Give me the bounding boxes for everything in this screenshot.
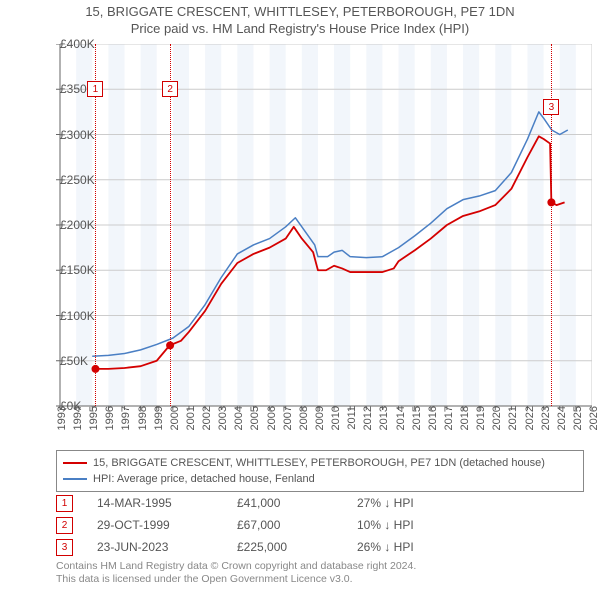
marker-date: 29-OCT-1999	[97, 518, 237, 532]
annotation-number-box: 2	[162, 81, 178, 97]
x-tick-label: 1995	[84, 406, 100, 430]
marker-price: £41,000	[237, 496, 357, 510]
x-tick-label: 2022	[520, 406, 536, 430]
legend-box: 15, BRIGGATE CRESCENT, WHITTLESEY, PETER…	[56, 450, 584, 492]
y-tick-label: £350K	[60, 82, 64, 96]
x-tick-label: 2026	[584, 406, 600, 430]
legend-label-2: HPI: Average price, detached house, Fenl…	[93, 471, 315, 487]
legend-label-1: 15, BRIGGATE CRESCENT, WHITTLESEY, PETER…	[93, 455, 545, 471]
x-tick-label: 2019	[471, 406, 487, 430]
y-tick-label: £150K	[60, 263, 64, 277]
title-line-1: 15, BRIGGATE CRESCENT, WHITTLESEY, PETER…	[0, 4, 600, 19]
y-tick-label: £100K	[60, 309, 64, 323]
x-tick-label: 2023	[536, 406, 552, 430]
y-tick-label: £400K	[60, 37, 64, 51]
x-tick-label: 1998	[133, 406, 149, 430]
marker-date: 14-MAR-1995	[97, 496, 237, 510]
legend-row-1: 15, BRIGGATE CRESCENT, WHITTLESEY, PETER…	[63, 455, 577, 471]
title-line-2: Price paid vs. HM Land Registry's House …	[0, 21, 600, 36]
plot-area: 123£0K£50K£100K£150K£200K£250K£300K£350K…	[8, 44, 592, 444]
annotation-vline	[551, 44, 552, 406]
x-tick-label: 1997	[116, 406, 132, 430]
x-tick-label: 2007	[278, 406, 294, 430]
y-tick-label: £300K	[60, 128, 64, 142]
annotation-number-box: 1	[87, 81, 103, 97]
x-tick-label: 2005	[245, 406, 261, 430]
x-tick-label: 2011	[342, 406, 358, 430]
marker-price: £67,000	[237, 518, 357, 532]
x-tick-label: 2006	[262, 406, 278, 430]
legend-swatch-1	[63, 462, 87, 464]
x-tick-label: 2004	[229, 406, 245, 430]
marker-pct: 10% ↓ HPI	[357, 518, 414, 532]
marker-table: 1 14-MAR-1995£41,00027% ↓ HPI 2 29-OCT-1999…	[56, 492, 414, 558]
x-tick-label: 2018	[455, 406, 471, 430]
footer-text: Contains HM Land Registry data © Crown c…	[56, 560, 416, 586]
marker-pct: 26% ↓ HPI	[357, 540, 414, 554]
chart-titles: 15, BRIGGATE CRESCENT, WHITTLESEY, PETER…	[0, 4, 600, 36]
x-tick-label: 2002	[197, 406, 213, 430]
marker-number-box: 2	[56, 517, 73, 534]
x-tick-label: 2020	[487, 406, 503, 430]
x-tick-label: 2024	[552, 406, 568, 430]
x-tick-label: 1999	[149, 406, 165, 430]
series-price_paid	[95, 136, 564, 369]
legend-row-2: HPI: Average price, detached house, Fenl…	[63, 471, 577, 487]
y-tick-label: £50K	[60, 354, 64, 368]
marker-table-row: 1 14-MAR-1995£41,00027% ↓ HPI	[56, 492, 414, 514]
x-tick-label: 2015	[407, 406, 423, 430]
x-tick-label: 2025	[568, 406, 584, 430]
x-tick-label: 1993	[52, 406, 68, 430]
x-tick-label: 2021	[503, 406, 519, 430]
y-tick-label: £250K	[60, 173, 64, 187]
marker-price: £225,000	[237, 540, 357, 554]
footer-line-1: Contains HM Land Registry data © Crown c…	[56, 560, 416, 573]
x-tick-label: 2012	[358, 406, 374, 430]
x-tick-label: 2000	[165, 406, 181, 430]
marker-number-box: 1	[56, 495, 73, 512]
x-tick-label: 2001	[181, 406, 197, 430]
annotation-number-box: 3	[543, 99, 559, 115]
marker-pct: 27% ↓ HPI	[357, 496, 414, 510]
marker-number-box: 3	[56, 539, 73, 556]
x-tick-label: 2013	[374, 406, 390, 430]
x-tick-label: 2010	[326, 406, 342, 430]
x-tick-label: 2014	[391, 406, 407, 430]
legend-swatch-2	[63, 478, 87, 480]
x-tick-label: 1996	[100, 406, 116, 430]
footer-line-2: This data is licensed under the Open Gov…	[56, 573, 416, 586]
x-tick-label: 2008	[294, 406, 310, 430]
x-tick-label: 2003	[213, 406, 229, 430]
chart-area: 123£0K£50K£100K£150K£200K£250K£300K£350K…	[8, 44, 592, 444]
chart-container: 15, BRIGGATE CRESCENT, WHITTLESEY, PETER…	[0, 0, 600, 590]
x-tick-label: 2009	[310, 406, 326, 430]
x-tick-label: 1994	[68, 406, 84, 430]
marker-table-row: 3 23-JUN-2023£225,00026% ↓ HPI	[56, 536, 414, 558]
y-tick-label: £200K	[60, 218, 64, 232]
marker-table-row: 2 29-OCT-1999£67,00010% ↓ HPI	[56, 514, 414, 536]
x-tick-label: 2016	[423, 406, 439, 430]
annotation-vline	[170, 44, 171, 406]
marker-date: 23-JUN-2023	[97, 540, 237, 554]
x-tick-label: 2017	[439, 406, 455, 430]
annotation-vline	[95, 44, 96, 406]
